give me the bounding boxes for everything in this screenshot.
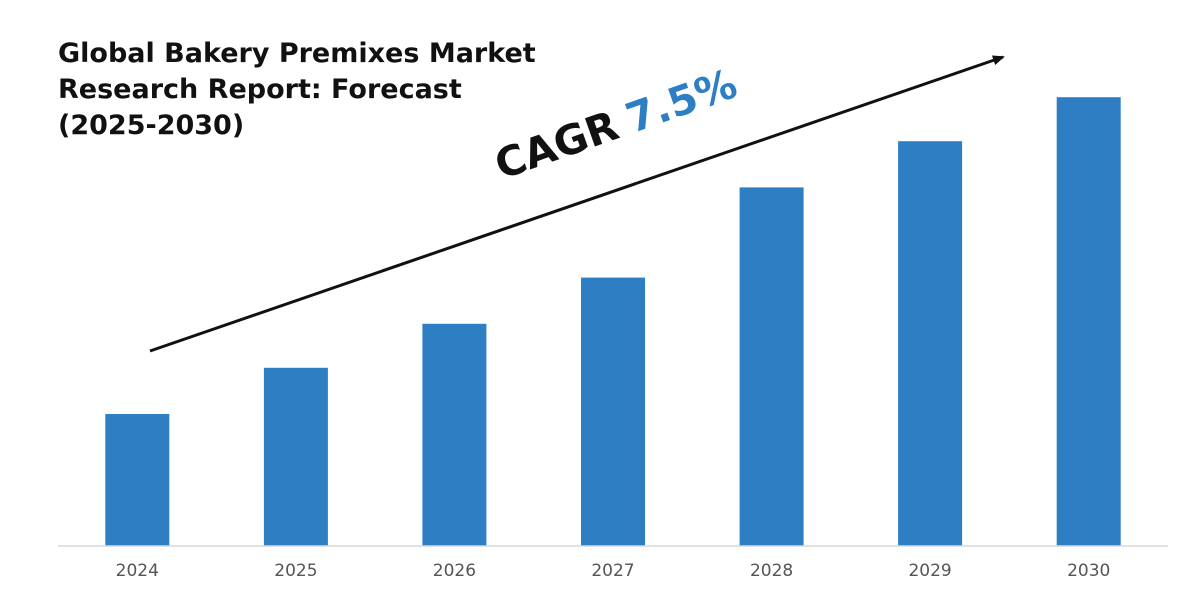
bar-2025 [263,367,328,546]
x-tick-label-2024: 2024 [116,561,159,581]
x-tick-label-2026: 2026 [433,561,476,581]
bar-2028 [739,187,804,546]
bar-2026 [422,323,487,546]
x-tick-label-2030: 2030 [1067,561,1110,581]
chart-title-line-2: Research Report: Forecast [58,74,462,105]
bar-2030 [1056,97,1121,546]
bar-series [105,97,1121,546]
bar-2024 [105,414,170,546]
x-tick-label-2025: 2025 [274,561,317,581]
x-tick-label-2027: 2027 [591,561,634,581]
chart-title-line-3: (2025-2030) [58,110,245,141]
bar-2029 [898,141,963,546]
chart-title-line-1: Global Bakery Premixes Market [58,38,536,69]
cagr-trend-arrow [149,55,1005,353]
bar-2027 [581,277,645,546]
x-tick-label-2029: 2029 [908,561,951,581]
x-tick-label-2028: 2028 [750,561,793,581]
x-tick-labels: 2024 2025 2026 2027 2028 2029 2030 [116,561,1111,581]
chart-title: Global Bakery Premixes Market Research R… [58,36,618,144]
